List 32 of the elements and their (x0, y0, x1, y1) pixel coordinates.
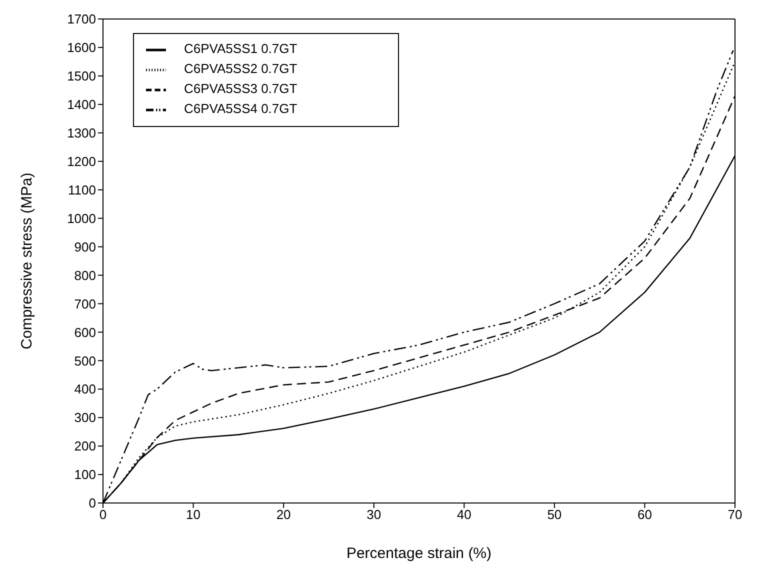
y-tick-label: 700 (74, 296, 96, 312)
x-tick-label: 10 (186, 507, 201, 522)
y-tick-label: 0 (88, 496, 96, 511)
x-tick-label: 20 (276, 507, 291, 522)
y-tick-label: 200 (74, 438, 96, 454)
y-tick-label: 600 (74, 324, 96, 340)
legend-label: C6PVA5SS4 0.7GT (184, 101, 298, 116)
legend-label: C6PVA5SS3 0.7GT (184, 81, 298, 96)
y-tick-label: 1200 (67, 154, 96, 169)
y-axis-title: Compressive stress (MPa) (18, 172, 36, 350)
x-axis-title: Percentage strain (%) (346, 545, 492, 562)
legend-label: C6PVA5SS2 0.7GT (184, 61, 298, 76)
y-tick-label: 500 (74, 353, 96, 368)
y-tick-label: 800 (74, 268, 96, 283)
y-tick-label: 100 (74, 467, 96, 482)
y-tick-label: 1400 (67, 97, 96, 112)
y-tick-label: 1300 (67, 125, 96, 140)
y-tick-label: 1500 (67, 68, 96, 84)
y-tick-label: 400 (74, 382, 96, 397)
y-tick-label: 1100 (68, 182, 96, 198)
x-tick-label: 0 (99, 507, 107, 522)
x-tick-label: 60 (637, 507, 652, 522)
y-tick-label: 900 (74, 239, 96, 254)
legend-label: C6PVA5SS1 0.7GT (184, 41, 298, 56)
x-tick-label: 70 (728, 507, 742, 522)
y-tick-label: 1000 (67, 210, 96, 226)
x-tick-label: 30 (366, 507, 382, 522)
y-tick-label: 1700 (67, 12, 96, 27)
x-tick-label: 40 (456, 507, 472, 522)
y-tick-label: 1600 (67, 40, 96, 56)
y-tick-label: 300 (74, 410, 96, 426)
x-tick-label: 50 (547, 507, 562, 522)
